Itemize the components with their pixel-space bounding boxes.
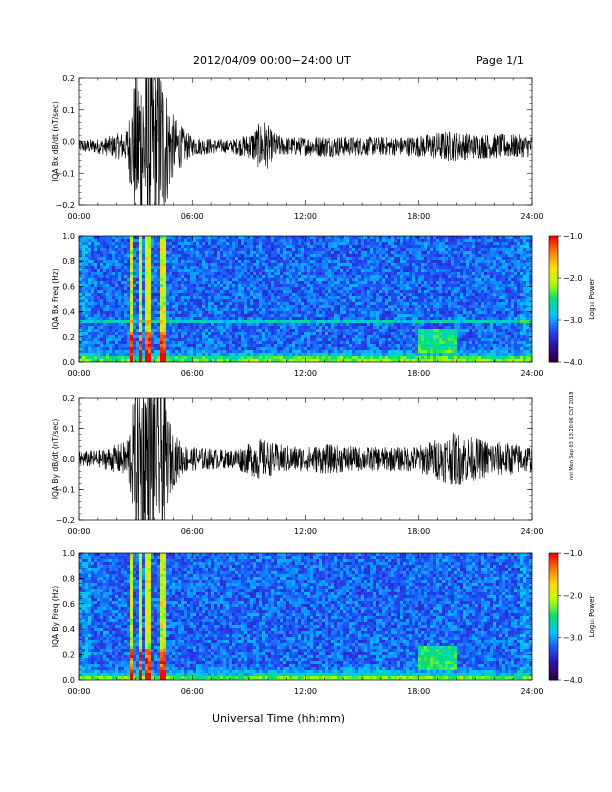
x-tick-label: 00:00 [67, 212, 90, 221]
bx-waveform-panel: −0.2 −0.1 0.0 0.1 0.2 00:00 06:00 12:00 18:00 24:… [51, 74, 544, 221]
x-tick-label: 06:00 [181, 527, 204, 536]
bx-spectrogram-panel: −1.0 −2.0 −3.0 −4.0 Log₁₀ Power 0.0 0.2 0.4 0.6 0… [51, 232, 596, 378]
bx-spectrogram-cells [79, 236, 532, 362]
y-axis-label: IQA Bx Freq (Hz) [51, 268, 60, 330]
y-axis-label: IQA By dB/dt (nT/sec) [51, 419, 60, 500]
x-tick-label: 12:00 [294, 687, 317, 696]
colorbar-tick-label: −4.0 [563, 358, 582, 367]
bx-waveform-trace [79, 78, 532, 205]
y-tick-label: 0.4 [62, 308, 75, 317]
x-tick-label: 18:00 [407, 212, 430, 221]
x-tick-label: 18:00 [407, 687, 430, 696]
y-tick-label: 0.1 [62, 425, 75, 434]
y-tick-label: 0.0 [62, 358, 75, 367]
y-tick-label: 0.2 [62, 394, 75, 403]
y-tick-label: 1.0 [62, 232, 75, 241]
footer-text: nnl Mon Sep 03 13:20:06 CST 2018 [569, 391, 575, 481]
y-axis-label: IQA By Freq (Hz) [51, 586, 60, 648]
colorbar-label: Log₁₀ Power [588, 278, 596, 320]
y-tick-label: 0.8 [62, 257, 75, 266]
y-tick-label: −0.2 [56, 201, 75, 210]
x-tick-label: 18:00 [407, 369, 430, 378]
by-waveform-panel: −0.2 −0.1 0.0 0.1 0.2 00:00 06:00 12:00 18:00 24:… [51, 394, 544, 536]
x-tick-label: 12:00 [294, 527, 317, 536]
y-tick-label: 0.6 [62, 282, 75, 291]
x-tick-label: 00:00 [67, 527, 90, 536]
y-axis-label: IQA Bx dB/dt (nT/sec) [51, 101, 60, 182]
y-tick-label: 0.2 [62, 333, 75, 342]
by-spectrogram-colorbar: −1.0 −2.0 −3.0 −4.0 Log₁₀ Power [548, 549, 596, 685]
bx-spectrogram-colorbar: −1.0 −2.0 −3.0 −4.0 Log₁₀ Power [548, 232, 596, 367]
colorbar-tick-label: −3.0 [563, 634, 582, 643]
x-tick-label: 24:00 [520, 369, 543, 378]
y-tick-label: −0.1 [56, 169, 75, 178]
page-title: 2012/04/09 00:00−24:00 UT [193, 54, 351, 67]
x-tick-label: 12:00 [294, 369, 317, 378]
colorbar-tick-label: −3.0 [563, 316, 582, 325]
y-tick-label: 0.4 [62, 625, 75, 634]
colorbar-tick-label: −2.0 [563, 591, 582, 600]
y-tick-label: 0.0 [62, 455, 75, 464]
x-tick-label: 24:00 [520, 212, 543, 221]
x-tick-label: 12:00 [294, 212, 317, 221]
x-tick-label: 06:00 [181, 687, 204, 696]
by-waveform-trace [79, 398, 532, 520]
y-tick-label: −0.1 [56, 486, 75, 495]
x-tick-label: 06:00 [181, 369, 204, 378]
x-tick-label: 18:00 [407, 527, 430, 536]
y-tick-label: −0.2 [56, 516, 75, 525]
y-tick-label: 0.1 [62, 106, 75, 115]
y-tick-label: 0.8 [62, 574, 75, 583]
colorbar-tick-label: −1.0 [563, 232, 582, 241]
colorbar-tick-label: −1.0 [563, 549, 582, 558]
colorbar-label: Log₁₀ Power [588, 596, 596, 638]
y-tick-label: 0.6 [62, 600, 75, 609]
colorbar-tick-label: −2.0 [563, 274, 582, 283]
x-tick-label: 24:00 [520, 527, 543, 536]
by-spectrogram-panel: −1.0 −2.0 −3.0 −4.0 Log₁₀ Power 0.0 0.2 0.4 0.6 0… [51, 549, 596, 696]
x-axis-title: Universal Time (hh:mm) [212, 712, 345, 725]
y-tick-label: 0.0 [62, 138, 75, 147]
x-tick-label: 06:00 [181, 212, 204, 221]
y-tick-label: 1.0 [62, 549, 75, 558]
page-number: Page 1/1 [476, 54, 524, 67]
by-spectrogram-cells [79, 553, 532, 680]
x-tick-label: 00:00 [67, 369, 90, 378]
y-tick-label: 0.2 [62, 651, 75, 660]
x-tick-label: 00:00 [67, 687, 90, 696]
footer-stamp: nnl Mon Sep 03 13:20:06 CST 2018 [567, 340, 577, 481]
y-tick-label: 0.0 [62, 676, 75, 685]
x-tick-label: 24:00 [520, 687, 543, 696]
colorbar-tick-label: −4.0 [563, 676, 582, 685]
y-tick-label: 0.2 [62, 74, 75, 83]
